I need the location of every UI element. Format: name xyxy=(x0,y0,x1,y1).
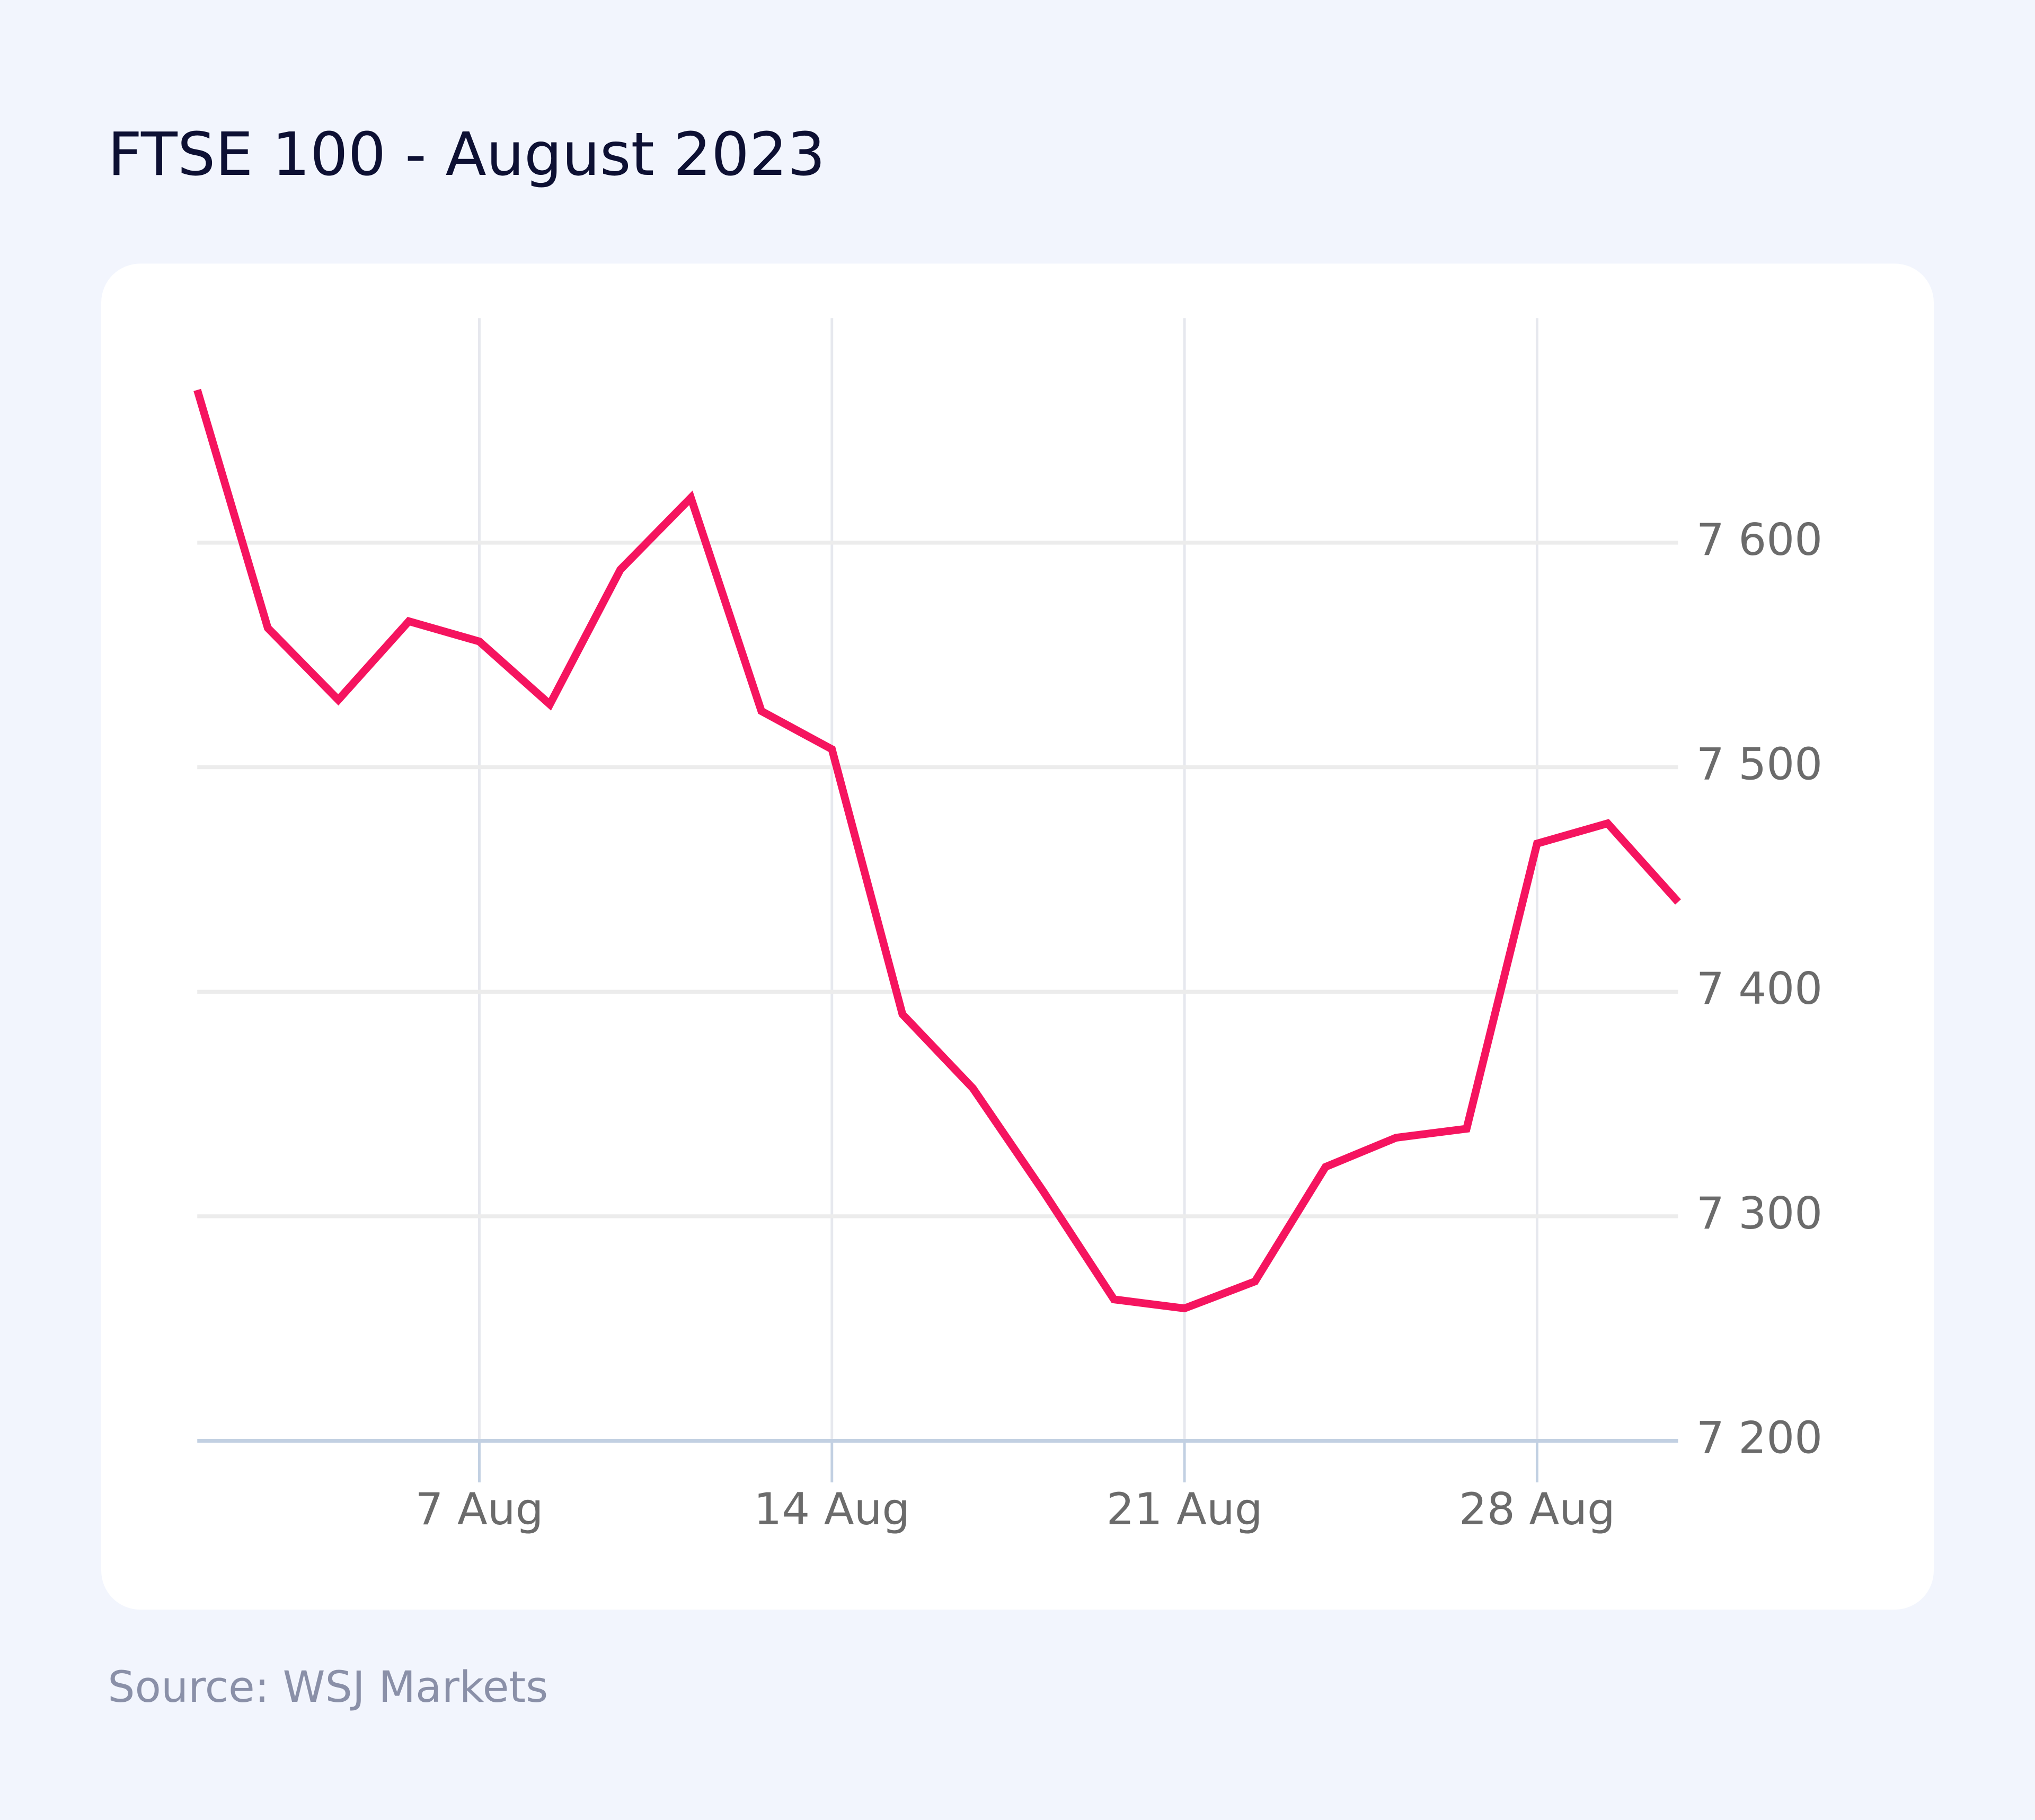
y-tick-label: 7 200 xyxy=(1696,1412,1822,1464)
x-tick-label: 21 Aug xyxy=(1107,1483,1263,1535)
x-tick-label: 7 Aug xyxy=(415,1483,543,1535)
source: Source: WSJ Markets xyxy=(108,1663,548,1712)
y-tick-label: 7 600 xyxy=(1696,514,1822,566)
card xyxy=(101,263,1934,1610)
chart-title: FTSE 100 - August 2023 xyxy=(108,119,825,189)
x-tick-label: 28 Aug xyxy=(1459,1483,1615,1535)
x-tick-label: 14 Aug xyxy=(754,1483,910,1535)
line xyxy=(193,388,1681,1313)
y-tick-label: 7 500 xyxy=(1696,739,1822,790)
y-tick-label: 7 300 xyxy=(1696,1188,1822,1239)
y-tick-label: 7 400 xyxy=(1696,963,1822,1014)
